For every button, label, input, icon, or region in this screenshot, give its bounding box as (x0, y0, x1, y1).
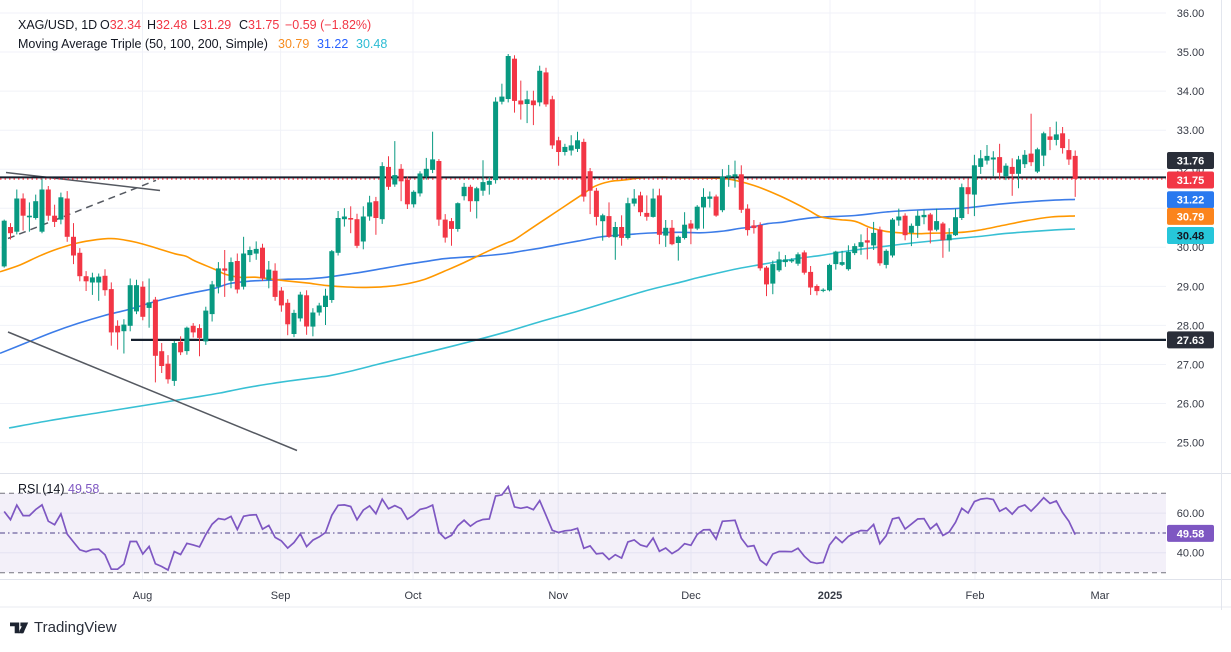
svg-text:30.00: 30.00 (1177, 242, 1205, 254)
svg-text:Mar: Mar (1091, 590, 1110, 602)
svg-text:Moving Average Triple (50, 100: Moving Average Triple (50, 100, 200, Sim… (18, 37, 387, 51)
svg-text:60.00: 60.00 (1177, 508, 1205, 520)
svg-text:Sep: Sep (271, 590, 291, 602)
svg-text:25.00: 25.00 (1177, 438, 1205, 450)
svg-text:36.00: 36.00 (1177, 8, 1205, 20)
svg-text:40.00: 40.00 (1177, 548, 1205, 560)
svg-text:Aug: Aug (133, 590, 153, 602)
svg-text:31.75: 31.75 (1177, 175, 1205, 187)
svg-text:34.00: 34.00 (1177, 86, 1205, 98)
svg-text:2025: 2025 (818, 590, 842, 602)
svg-text:29.00: 29.00 (1177, 281, 1205, 293)
svg-text:33.00: 33.00 (1177, 125, 1205, 137)
svg-text:Oct: Oct (404, 590, 421, 602)
svg-text:Feb: Feb (966, 590, 985, 602)
svg-text:30.79: 30.79 (1177, 211, 1205, 223)
svg-text:31.76: 31.76 (1177, 156, 1205, 168)
svg-text:49.58: 49.58 (1177, 528, 1205, 540)
svg-text:28.00: 28.00 (1177, 320, 1205, 332)
svg-text:TradingView: TradingView (34, 619, 117, 636)
svg-text:RSI (14) 49.58: RSI (14) 49.58 (18, 482, 99, 496)
svg-text:35.00: 35.00 (1177, 47, 1205, 59)
svg-text:30.48: 30.48 (1177, 231, 1205, 243)
svg-text:26.00: 26.00 (1177, 398, 1205, 410)
svg-text:Dec: Dec (681, 590, 701, 602)
svg-text:27.00: 27.00 (1177, 359, 1205, 371)
svg-text:27.63: 27.63 (1177, 335, 1205, 347)
svg-text:Nov: Nov (548, 590, 568, 602)
svg-text:31.22: 31.22 (1177, 195, 1205, 207)
